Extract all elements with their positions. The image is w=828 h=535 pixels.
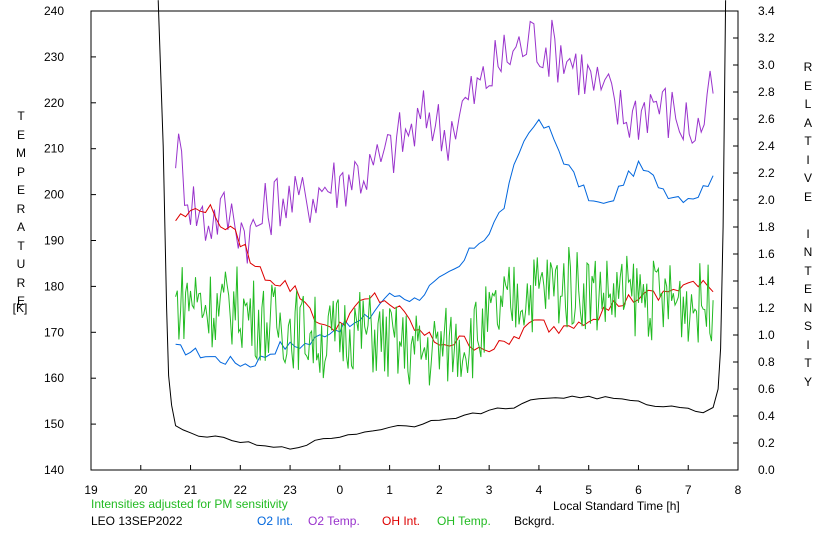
left-tick-label: 230 — [44, 50, 64, 64]
left-tick-label: 160 — [44, 371, 64, 385]
x-tick-label: 8 — [735, 483, 742, 497]
legend-o2-temp: O2 Temp. — [308, 514, 360, 528]
left-tick-label: 220 — [44, 96, 64, 110]
sensitivity-note: Intensities adjusted for PM sensitivity — [91, 497, 288, 511]
x-tick-label: 2 — [436, 483, 443, 497]
left-tick-label: 200 — [44, 188, 64, 202]
x-tick-label: 7 — [685, 483, 692, 497]
right-tick-label: 1.4 — [758, 274, 775, 288]
x-axis-title: Local Standard Time [h] — [553, 499, 680, 513]
right-tick-label: 2.6 — [758, 112, 775, 126]
right-tick-label: 0.4 — [758, 409, 775, 423]
left-tick-label: 140 — [44, 463, 64, 477]
series-line-bckgrd — [157, 0, 727, 450]
x-tick-label: 3 — [486, 483, 493, 497]
x-tick-label: 0 — [337, 483, 344, 497]
right-tick-label: 3.4 — [758, 4, 775, 18]
x-tick-label: 20 — [134, 483, 148, 497]
right-tick-label: 1.2 — [758, 301, 775, 315]
legend-o2-int: O2 Int. — [257, 514, 294, 528]
right-tick-label: 1.0 — [758, 328, 775, 342]
x-tick-label: 22 — [234, 483, 248, 497]
x-tick-label: 5 — [585, 483, 592, 497]
left-axis-unit: [K] — [12, 301, 28, 315]
left-tick-label: 240 — [44, 4, 64, 18]
legend-oh-temp: OH Temp. — [437, 514, 491, 528]
right-tick-label: 2.0 — [758, 193, 775, 207]
left-tick-label: 180 — [44, 279, 64, 293]
left-tick-label: 150 — [44, 417, 64, 431]
x-tick-label: 19 — [84, 483, 98, 497]
series-line-o2-temp — [175, 19, 714, 264]
right-tick-label: 0.6 — [758, 382, 775, 396]
left-tick-label: 210 — [44, 142, 64, 156]
right-tick-label: 2.8 — [758, 85, 775, 99]
plot-frame — [90, 10, 739, 471]
legend-background: Bckgrd. — [514, 514, 555, 528]
right-tick-label: 0.2 — [758, 436, 775, 450]
x-tick-label: 21 — [184, 483, 198, 497]
right-tick-label: 1.8 — [758, 220, 775, 234]
right-tick-label: 0.8 — [758, 355, 775, 369]
right-axis-title: R E L A T I V E I N T E N S I T Y — [803, 60, 813, 389]
left-tick-label: 170 — [44, 325, 64, 339]
right-tick-label: 2.4 — [758, 139, 775, 153]
x-tick-label: 1 — [386, 483, 393, 497]
left-axis-title: T E M P E R A T U R E — [16, 109, 26, 308]
right-tick-label: 1.6 — [758, 247, 775, 261]
right-tick-label: 3.0 — [758, 58, 775, 72]
right-tick-label: 2.2 — [758, 166, 775, 180]
station-date: LEO 13SEP2022 — [91, 514, 183, 528]
x-tick-label: 4 — [536, 483, 543, 497]
left-tick-label: 190 — [44, 234, 64, 248]
right-tick-label: 0.0 — [758, 463, 775, 477]
series-line-oh-temp — [175, 246, 714, 386]
right-tick-label: 3.2 — [758, 31, 775, 45]
x-tick-label: 23 — [283, 483, 297, 497]
x-tick-label: 6 — [635, 483, 642, 497]
legend-oh-int: OH Int. — [382, 514, 421, 528]
